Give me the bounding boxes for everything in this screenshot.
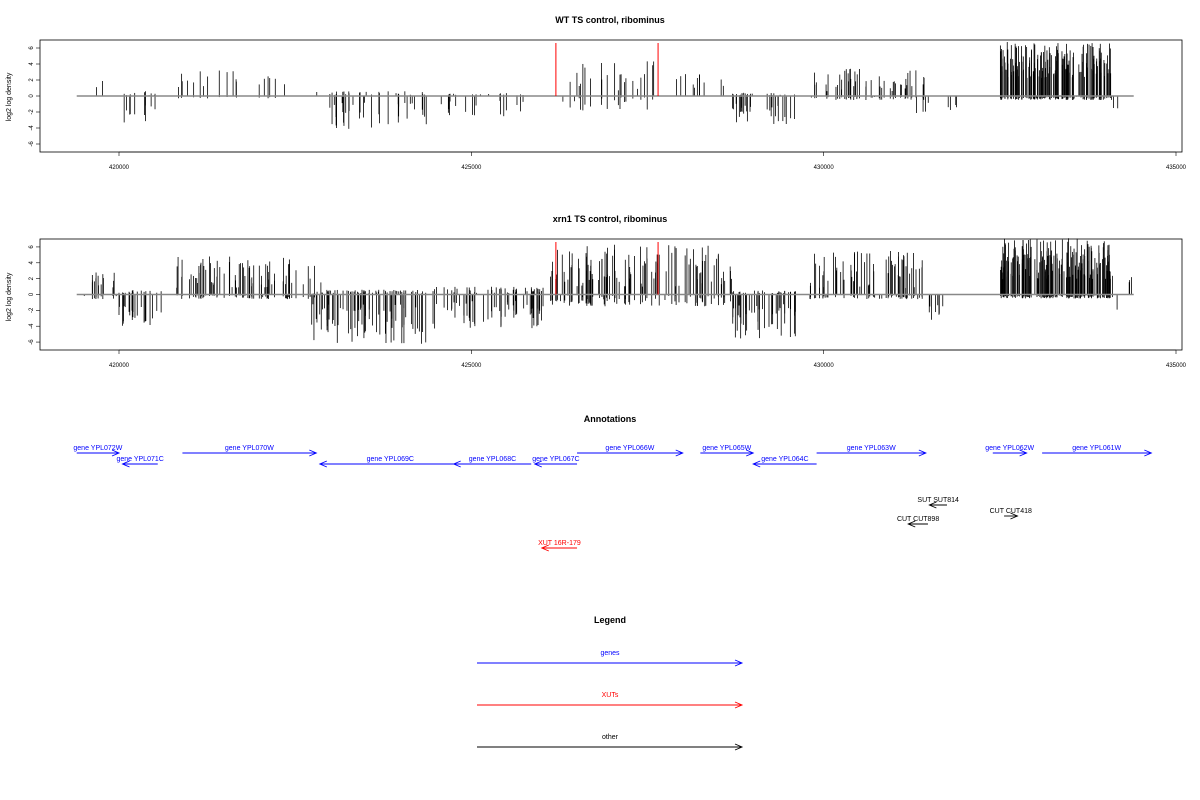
annotations-title: Annotations xyxy=(584,414,637,424)
y-tick-label: -4 xyxy=(29,125,35,131)
arrow-head xyxy=(918,449,927,457)
x-tick-label: 435000 xyxy=(1166,363,1187,369)
y-tick-label: -6 xyxy=(29,141,35,147)
feature-label: gene YPL065W xyxy=(702,445,751,452)
x-tick-label: 425000 xyxy=(461,363,482,369)
panel-xrn1: xrn1 TS control, ribominus log2 log dens… xyxy=(6,214,1187,369)
feature-arrow xyxy=(752,460,817,468)
x-tick-label: 430000 xyxy=(814,363,835,369)
feature-arrow xyxy=(318,460,461,468)
feature-label: gene YPL071C xyxy=(116,456,163,463)
legend-label: other xyxy=(602,734,619,741)
legend-arrow xyxy=(477,659,744,667)
feature-label: CUT CUT898 xyxy=(897,516,939,523)
feature-arrow xyxy=(1004,512,1019,520)
feature-arrow xyxy=(533,460,578,468)
feature-label: gene YPL068C xyxy=(469,456,516,463)
arrow-head xyxy=(452,460,461,468)
y-axis: -6 -4 -2 0 2 4 6 xyxy=(29,245,40,345)
feature-label: gene YPL061W xyxy=(1072,445,1121,452)
panel-wt: WT TS control, ribominus log2 log densit… xyxy=(6,15,1187,171)
y-tick-label: -6 xyxy=(29,339,35,345)
feature-label: gene YPL072W xyxy=(73,445,122,452)
feature-label: gene YPL066W xyxy=(605,445,654,452)
feature-label: gene YPL064C xyxy=(761,456,808,463)
y-axis-label: log2 log density xyxy=(6,272,13,321)
legend-arrow xyxy=(477,701,744,709)
feature-label: gene YPL069C xyxy=(367,456,414,463)
arrow-head xyxy=(928,501,937,509)
y-tick-label: -2 xyxy=(29,109,35,115)
x-tick-label: 435000 xyxy=(1166,165,1187,171)
y-tick-label: -4 xyxy=(29,323,35,329)
feature-arrow xyxy=(121,460,158,468)
feature-arrow xyxy=(816,449,927,457)
feature-arrow xyxy=(452,460,532,468)
arrow-head xyxy=(752,460,761,468)
arrow-head xyxy=(734,743,744,751)
arrow-head xyxy=(1010,512,1019,520)
feature-arrow xyxy=(182,449,318,457)
arrow-head xyxy=(1144,449,1153,457)
y-tick-label: -2 xyxy=(29,307,35,313)
feature-arrow xyxy=(577,449,684,457)
arrow-head xyxy=(533,460,542,468)
legend-entries: genes XUTs other xyxy=(477,650,744,751)
y-tick-label: 6 xyxy=(29,46,35,50)
arrow-head xyxy=(1019,449,1028,457)
arrow-head xyxy=(746,449,755,457)
legend-arrow xyxy=(477,743,744,751)
y-tick-label: 2 xyxy=(29,276,35,280)
arrow-head xyxy=(121,460,130,468)
arrow-head xyxy=(318,460,328,468)
feature-label: gene YPL070W xyxy=(225,445,274,452)
y-tick-label: 6 xyxy=(29,245,35,249)
legend: Legend genes XUTs other xyxy=(477,615,744,751)
y-tick-label: 2 xyxy=(29,78,35,82)
panel-title: WT TS control, ribominus xyxy=(555,15,665,25)
y-tick-label: 4 xyxy=(29,62,35,66)
feature-arrow xyxy=(928,501,947,509)
annotation-features: gene YPL072W gene YPL071C gene YPL070W gene… xyxy=(73,445,1153,552)
x-axis: 420000 425000 430000 435000 xyxy=(109,349,1187,369)
feature-arrow xyxy=(992,449,1028,457)
panel-title: xrn1 TS control, ribominus xyxy=(553,214,668,224)
feature-arrow xyxy=(540,544,578,552)
density-bars xyxy=(76,238,1134,344)
y-tick-label: 4 xyxy=(29,260,35,264)
feature-arrow xyxy=(700,449,755,457)
y-tick-label: 0 xyxy=(29,292,35,296)
x-tick-label: 430000 xyxy=(814,165,835,171)
feature-label: gene YPL067C xyxy=(532,456,579,463)
arrow-head xyxy=(309,449,318,457)
density-bars xyxy=(76,42,1134,129)
x-axis: 420000 425000 430000 435000 xyxy=(109,151,1187,171)
legend-label: XUTs xyxy=(602,692,619,699)
feature-label: gene YPL062W xyxy=(985,445,1034,452)
x-tick-label: 425000 xyxy=(461,165,482,171)
feature-arrow xyxy=(76,449,121,457)
feature-label: gene YPL063W xyxy=(847,445,896,452)
x-tick-label: 420000 xyxy=(109,165,130,171)
feature-arrow xyxy=(1042,449,1153,457)
y-axis-label: log2 log density xyxy=(6,72,13,121)
x-tick-label: 420000 xyxy=(109,363,130,369)
legend-title: Legend xyxy=(594,615,626,625)
arrow-head xyxy=(734,701,744,709)
arrow-head xyxy=(540,544,549,552)
arrow-head xyxy=(734,659,744,667)
feature-label: XUT 16R-179 xyxy=(538,540,581,547)
y-tick-label: 0 xyxy=(29,94,35,98)
arrow-head xyxy=(111,449,121,457)
legend-label: genes xyxy=(600,650,620,657)
arrow-head xyxy=(675,449,684,457)
feature-arrow xyxy=(907,520,928,528)
feature-label: SUT SUT814 xyxy=(917,497,959,504)
feature-label: CUT CUT418 xyxy=(990,508,1032,515)
y-axis: -6 -4 -2 0 2 4 6 xyxy=(29,46,40,147)
arrow-head xyxy=(907,520,916,528)
